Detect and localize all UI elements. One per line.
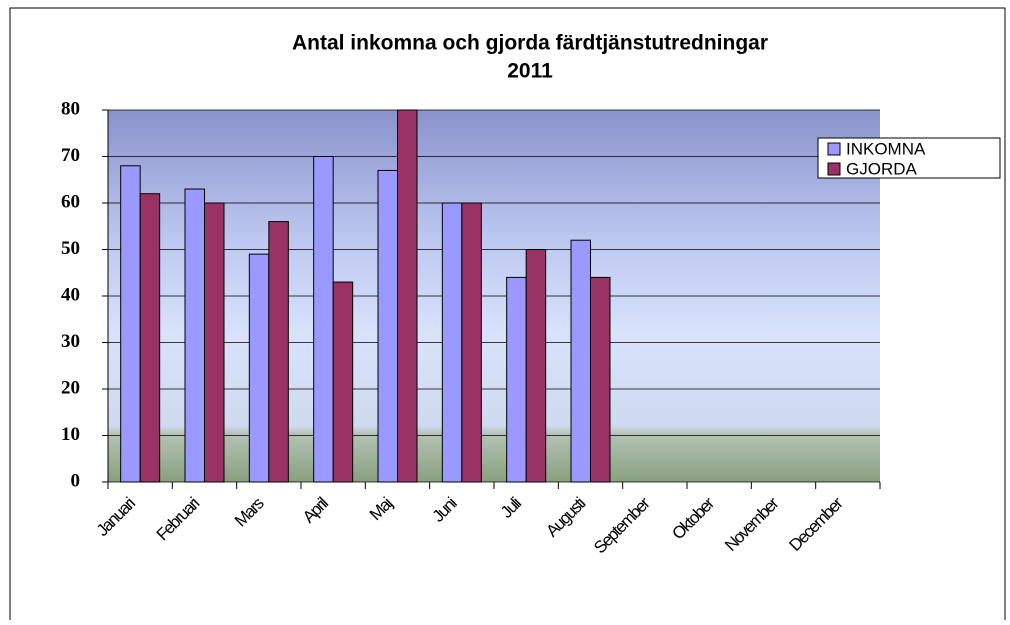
legend-swatch bbox=[827, 142, 841, 156]
y-tick-label: 70 bbox=[61, 145, 80, 166]
bar bbox=[506, 276, 527, 483]
x-tick-label: Januari bbox=[93, 494, 139, 540]
legend-label: GJORDA bbox=[846, 159, 918, 178]
x-tick-label: Juli bbox=[497, 494, 525, 522]
x-tick-label: September bbox=[590, 493, 654, 557]
bar bbox=[461, 202, 482, 483]
bar bbox=[204, 202, 225, 483]
bar bbox=[397, 109, 418, 483]
bar bbox=[139, 193, 161, 483]
y-tick-label: 20 bbox=[61, 377, 80, 398]
bar bbox=[377, 169, 398, 483]
y-tick-label: 60 bbox=[61, 191, 80, 212]
y-tick-label: 40 bbox=[61, 284, 80, 305]
bar bbox=[268, 221, 289, 483]
x-tick-label: Juni bbox=[429, 494, 461, 526]
y-tick-label: 50 bbox=[61, 238, 80, 259]
chart-title: Antal inkomna och gjorda färdtjänstutred… bbox=[292, 32, 768, 55]
frame bbox=[9, 7, 1006, 625]
bar bbox=[590, 276, 611, 483]
bar bbox=[184, 188, 205, 483]
x-tick-label: Februari bbox=[153, 494, 203, 544]
legend-swatch bbox=[827, 162, 841, 176]
x-tick-label: November bbox=[721, 493, 783, 555]
bar bbox=[120, 165, 141, 483]
y-tick-label: 0 bbox=[71, 470, 81, 491]
x-tick-label: Oktober bbox=[668, 493, 718, 543]
bar bbox=[332, 281, 354, 483]
y-tick-label: 30 bbox=[61, 331, 80, 352]
bar bbox=[570, 239, 591, 483]
bar bbox=[441, 202, 463, 483]
y-tick-label: 10 bbox=[61, 424, 80, 445]
x-tick-label: April bbox=[299, 494, 332, 527]
bar bbox=[313, 156, 334, 483]
x-tick-label: Maj bbox=[366, 494, 396, 524]
x-tick-label: Mars bbox=[231, 494, 268, 531]
legend-label: INKOMNA bbox=[846, 139, 926, 158]
bar bbox=[248, 253, 270, 483]
x-tick-label: Augusti bbox=[542, 494, 589, 541]
chart-title: 2011 bbox=[507, 60, 553, 83]
legend bbox=[817, 137, 1001, 179]
bar bbox=[525, 249, 547, 483]
y-tick-label: 80 bbox=[61, 98, 80, 119]
x-tick-label: December bbox=[785, 493, 847, 555]
